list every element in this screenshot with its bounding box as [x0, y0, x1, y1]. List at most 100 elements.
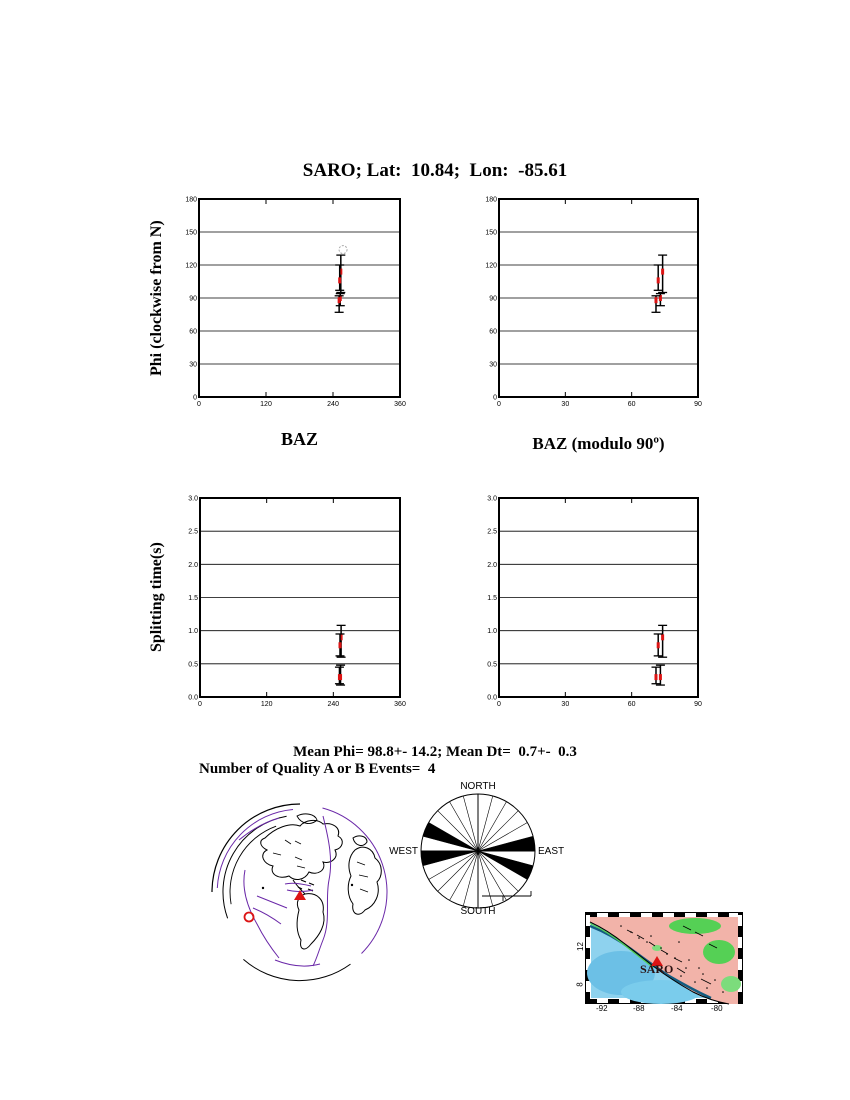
- plot-frame: [198, 198, 401, 398]
- x-tick-label: 120: [260, 401, 272, 408]
- rose-sector-line: [449, 850, 479, 901]
- rose-sector-line: [477, 801, 507, 852]
- x-tick-label: 0: [198, 701, 202, 708]
- y-tick-label: 1.5: [188, 595, 198, 602]
- rose-south-label: SOUTH: [461, 906, 496, 917]
- y-tick-label: 180: [185, 197, 197, 204]
- map-frame-top: [586, 913, 742, 917]
- y-tick-label: 2.0: [487, 562, 497, 569]
- data-point: [339, 268, 343, 275]
- globe-station-triangle: [294, 890, 306, 900]
- y-tick-label: 1.0: [188, 628, 198, 635]
- y-tick-label: 0: [193, 395, 197, 402]
- x-tick-label: 240: [327, 701, 339, 708]
- y-tick-label: 1.5: [487, 595, 497, 602]
- map-lowland-green: [652, 945, 662, 951]
- map-xtick: -84: [671, 1004, 683, 1013]
- globe-dot: [261, 886, 265, 890]
- rose-sector-line: [462, 795, 479, 852]
- rose-sector-line: [477, 822, 528, 852]
- rose-east-label: EAST: [538, 846, 564, 857]
- map-lowland-green: [703, 940, 735, 964]
- x-tick-label: 0: [497, 701, 501, 708]
- rose-sector-line: [462, 850, 479, 907]
- rose-diagram: NORTH SOUTH WEST EAST: [389, 775, 565, 927]
- y-tick-label: 0: [493, 395, 497, 402]
- y-tick-label: 150: [485, 230, 497, 237]
- rose-filled-sector: [478, 851, 534, 880]
- y-tick-label: 120: [485, 263, 497, 270]
- y-tick-label: 0.0: [188, 695, 198, 702]
- y-tick-label: 2.5: [487, 529, 497, 536]
- x-tick-label: 30: [561, 401, 569, 408]
- map-ocean-patch: [621, 980, 701, 1004]
- rose-sector-line: [477, 850, 507, 901]
- phi-vs-bazmod-plot: 0 30 60 90 120 150 180 0 30 60 90: [485, 197, 702, 409]
- data-point: [339, 634, 343, 641]
- y-tick-label: 120: [185, 263, 197, 270]
- map-frame-left: [586, 913, 590, 1003]
- map-topo-detail: [620, 925, 724, 993]
- dt-vs-baz-plot: 0.0 0.5 1.0 1.5 2.0 2.5 3.0 0 120 240 360: [188, 496, 406, 709]
- x-tick-label: 240: [327, 401, 339, 408]
- y-tick-label: 90: [489, 296, 497, 303]
- y-tick-label: 60: [489, 329, 497, 336]
- data-point: [661, 634, 665, 641]
- rose-sector-line: [477, 795, 494, 852]
- map-frame-right: [738, 913, 742, 1003]
- null-measurement: [338, 245, 348, 255]
- data-point: [658, 674, 662, 681]
- rose-sector-line: [437, 810, 479, 852]
- data-point: [658, 295, 662, 301]
- rose-north-label: NORTH: [460, 781, 495, 792]
- y-tick-label: 0.5: [487, 661, 497, 668]
- rose-sector-line: [422, 835, 479, 852]
- map-station-label: SARO: [640, 962, 673, 976]
- rose-filled-sector: [478, 836, 535, 851]
- y-tick-label: 180: [485, 197, 497, 204]
- map-coastal-green: [589, 922, 654, 968]
- dt-vs-bazmod-plot: 0.0 0.5 1.0 1.5 2.0 2.5 3.0 0 30 60 90: [487, 496, 702, 709]
- rose-sector-line: [477, 850, 494, 907]
- x-tick-label: 60: [628, 401, 636, 408]
- x-tick-label: 0: [497, 401, 501, 408]
- globe-event-circle: [243, 911, 255, 923]
- plot-frame: [498, 497, 699, 698]
- data-point: [338, 277, 342, 284]
- y-tick-label: 30: [189, 362, 197, 369]
- map-lowland-green: [669, 918, 721, 934]
- y-tick-label: 2.5: [188, 529, 198, 536]
- figure-title: SARO; Lat: 10.84; Lon: -85.61: [302, 160, 568, 181]
- y-tick-label: 150: [185, 230, 197, 237]
- data-point: [656, 642, 660, 649]
- rose-filled-sector: [421, 851, 478, 866]
- rose-sector-line: [477, 850, 519, 892]
- y-tick-label: 3.0: [487, 496, 497, 503]
- globe-coastlines: [260, 813, 382, 950]
- plot-frame: [199, 497, 401, 698]
- rose-filled-sector: [422, 822, 478, 851]
- rose-sector-line: [477, 810, 519, 852]
- globe-plate-boundaries: [238, 815, 332, 967]
- map-xtick: -80: [711, 1004, 723, 1013]
- data-point: [654, 297, 658, 304]
- dt-axis-label: Splitting time(s): [148, 542, 165, 653]
- map-ytick: 12: [575, 942, 585, 951]
- data-point: [661, 268, 665, 275]
- map-land: [590, 917, 738, 1004]
- x-tick-label: 120: [261, 701, 273, 708]
- x-tick-label: 30: [561, 701, 569, 708]
- phi-axis-label: Phi (clockwise from N): [148, 220, 165, 376]
- map-xtick: -88: [633, 1004, 645, 1013]
- baz-caption: BAZ: [280, 429, 318, 449]
- map-lowland-green: [721, 976, 741, 992]
- data-point: [337, 674, 341, 681]
- event-count: Number of Quality A or B Events= 4: [199, 761, 436, 777]
- y-tick-label: 90: [189, 296, 197, 303]
- rose-sector-line: [428, 850, 479, 880]
- data-point: [654, 674, 658, 681]
- rose-west-label: WEST: [389, 846, 418, 857]
- baz-mod-caption: BAZ (modulo 90º): [532, 434, 665, 453]
- globe-map: [205, 800, 395, 990]
